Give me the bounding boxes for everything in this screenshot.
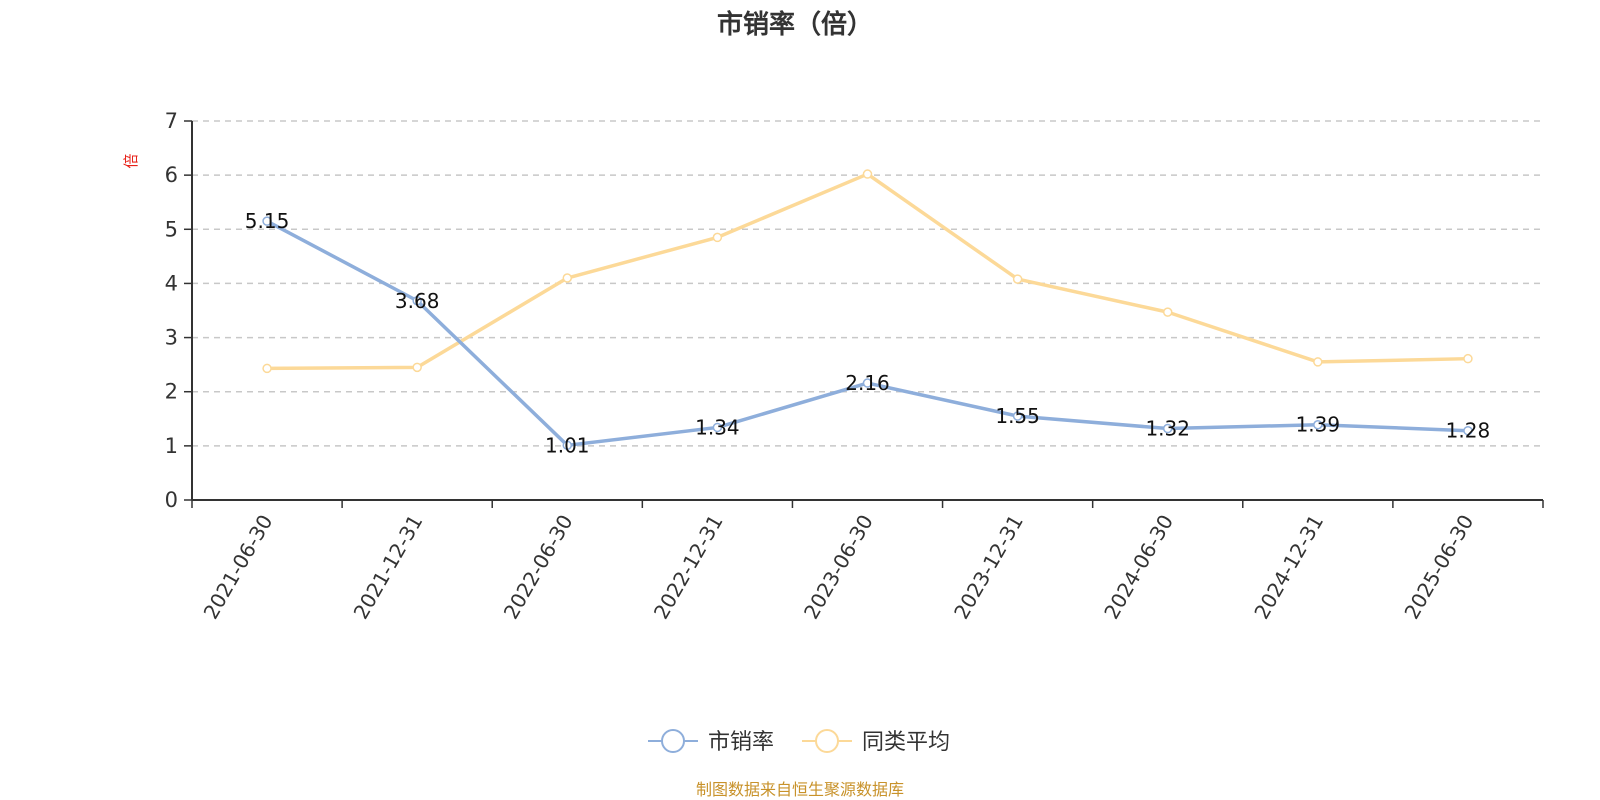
data-point[interactable] — [712, 232, 723, 243]
legend[interactable]: 市销率 同类平均 — [648, 729, 950, 755]
data-label: 1.39 — [1296, 413, 1341, 437]
data-point[interactable] — [1313, 357, 1323, 367]
data-point[interactable] — [712, 422, 723, 433]
data-point[interactable] — [1012, 274, 1023, 284]
data-point[interactable] — [1012, 411, 1023, 421]
legend-item-1[interactable]: 同类平均 — [802, 729, 950, 755]
x-tick-label: 2023-12-31 — [949, 511, 1028, 624]
data-point[interactable] — [262, 363, 272, 374]
data-label: 1.32 — [1145, 417, 1190, 441]
y-tick-label: 1 — [165, 434, 178, 458]
series-line-0 — [266, 219, 1469, 448]
y-tick-label: 0 — [165, 488, 178, 512]
data-point[interactable] — [1313, 419, 1323, 430]
series-lines — [262, 169, 1473, 451]
x-tick-label: 2024-06-30 — [1099, 511, 1178, 624]
x-tick-label: 2021-06-30 — [198, 511, 277, 624]
data-point[interactable] — [412, 296, 422, 306]
legend-circle-icon — [661, 729, 685, 753]
x-tick-label: 2024-12-31 — [1249, 511, 1328, 624]
data-point[interactable] — [412, 362, 422, 373]
chart-title: 市销率（倍） — [717, 9, 873, 40]
y-tick-label: 7 — [165, 109, 178, 133]
data-label: 1.01 — [545, 433, 590, 457]
legend-label: 市销率 — [708, 730, 774, 755]
y-tick-label: 5 — [165, 217, 178, 241]
y-tick-label: 6 — [165, 163, 178, 187]
x-tick-label: 2022-12-31 — [649, 511, 728, 624]
legend-circle-icon — [815, 729, 839, 753]
data-label: 5.15 — [245, 209, 290, 233]
series-line-1 — [267, 172, 1468, 371]
y-tick-label: 4 — [165, 271, 178, 295]
data-point[interactable] — [862, 169, 873, 179]
x-tick-label: 2025-06-30 — [1399, 511, 1478, 624]
y-axis-unit-label: 倍 — [122, 153, 140, 168]
data-labels: 5.15 3.68 1.01 1.34 2.16 1.55 1.32 1.39 1.28 — [245, 209, 1490, 457]
x-tick-label: 2022-06-30 — [499, 511, 578, 624]
x-tick-label: 2021-12-31 — [349, 511, 428, 624]
y-tick-label: 3 — [165, 326, 178, 350]
x-tick-label: 2023-06-30 — [799, 511, 878, 624]
legend-item-0[interactable]: 市销率 — [648, 729, 774, 755]
data-label: 2.16 — [845, 371, 890, 395]
data-label: 1.28 — [1446, 419, 1491, 443]
data-point[interactable] — [1162, 307, 1173, 317]
data-point[interactable] — [1463, 425, 1473, 436]
data-point[interactable] — [562, 273, 573, 283]
data-point[interactable] — [1162, 423, 1173, 434]
data-point[interactable] — [1463, 353, 1473, 364]
data-label: 1.55 — [995, 404, 1040, 428]
legend-label: 同类平均 — [862, 730, 950, 755]
y-tick-label: 2 — [165, 380, 178, 404]
data-point[interactable] — [562, 440, 573, 451]
source-note: 制图数据来自恒生聚源数据库 — [696, 780, 904, 799]
data-label: 3.68 — [395, 289, 440, 313]
data-point[interactable] — [262, 216, 272, 226]
data-label: 1.34 — [695, 415, 740, 439]
data-point[interactable] — [862, 378, 873, 388]
